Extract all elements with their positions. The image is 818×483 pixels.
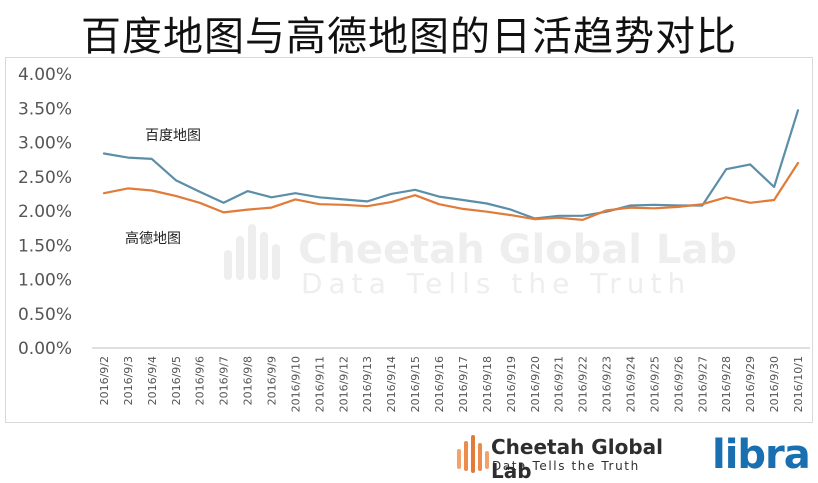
cheetah-logo-icon xyxy=(457,435,489,473)
x-tick-label: 2016/9/5 xyxy=(170,356,183,405)
x-tick-label: 2016/9/16 xyxy=(433,356,446,412)
x-tick-label: 2016/9/8 xyxy=(242,356,255,405)
x-tick-label: 2016/9/6 xyxy=(194,356,207,405)
y-tick-label: 1.00% xyxy=(18,271,72,291)
y-tick-label: 0.00% xyxy=(18,339,72,359)
footer-logo-bar-3 xyxy=(478,443,482,471)
x-tick-label: 2016/9/13 xyxy=(361,356,374,412)
series-line-1 xyxy=(102,161,800,221)
footer-brand-tagline: Data Tells the Truth xyxy=(492,459,640,473)
watermark-bar-4 xyxy=(272,244,280,280)
libra-logo: libra xyxy=(712,432,811,478)
footer-logo-bar-1 xyxy=(464,441,468,471)
x-tick-label: 2016/9/9 xyxy=(266,356,279,405)
x-tick-label: 2016/9/11 xyxy=(313,356,326,412)
watermark-bar-2 xyxy=(248,224,256,280)
x-tick-label: 2016/9/19 xyxy=(505,356,518,412)
y-tick-label: 4.00% xyxy=(18,65,72,85)
x-tick-label: 2016/9/17 xyxy=(457,356,470,412)
series-label-baidu: 百度地图 xyxy=(145,128,201,144)
x-tick-label: 2016/9/23 xyxy=(601,356,614,412)
cheetah-global-lab-logo: Cheetah Global Lab Data Tells the Truth xyxy=(455,433,705,483)
x-tick-label: 2016/9/4 xyxy=(146,356,159,405)
x-tick-label: 2016/9/14 xyxy=(385,356,398,412)
footer-logo-bar-4 xyxy=(485,451,489,469)
y-tick-label: 1.50% xyxy=(18,236,72,256)
y-axis: 0.00% 0.50% 1.00% 1.50% 2.00% 2.50% 3.00% 3.50%… xyxy=(18,65,72,359)
x-tick-label: 2016/9/22 xyxy=(577,356,590,412)
series-label-gaode: 高德地图 xyxy=(125,230,181,247)
watermark-logo-icon xyxy=(224,224,280,280)
series-line-0 xyxy=(102,109,800,220)
x-tick-label: 2016/9/30 xyxy=(768,356,781,412)
x-tick-label: 2016/9/2 xyxy=(98,356,111,405)
watermark: Cheetah Global Lab Data Tells the Truth xyxy=(224,224,737,300)
y-tick-label: 2.00% xyxy=(18,202,72,222)
y-tick-label: 0.50% xyxy=(18,305,72,325)
watermark-bar-0 xyxy=(224,250,232,280)
x-tick-label: 2016/9/27 xyxy=(696,356,709,412)
x-tick-label: 2016/9/29 xyxy=(744,356,757,412)
line-chart: Cheetah Global Lab Data Tells the Truth … xyxy=(18,65,810,412)
x-axis: 2016/9/2 2016/9/3 2016/9/4 2016/9/5 2016/9/6… xyxy=(98,356,805,412)
x-tick-label: 2016/9/15 xyxy=(409,356,422,412)
footer-logo-bar-2 xyxy=(471,435,475,473)
x-tick-label: 2016/9/28 xyxy=(720,356,733,412)
x-tick-label: 2016/9/25 xyxy=(648,356,661,412)
x-tick-label: 2016/9/21 xyxy=(553,356,566,412)
watermark-tagline: Data Tells the Truth xyxy=(301,267,691,300)
chart-title: 百度地图与高德地图的日活趋势对比 xyxy=(81,14,737,60)
chart-frame: Cheetah Global Lab Data Tells the Truth … xyxy=(5,57,813,423)
x-tick-label: 2016/10/1 xyxy=(792,356,805,412)
x-tick-label: 2016/9/20 xyxy=(529,356,542,412)
watermark-title: Cheetah Global Lab xyxy=(298,227,737,273)
y-tick-label: 3.00% xyxy=(18,134,72,154)
footer-brand-name: Cheetah Global Lab xyxy=(491,435,663,483)
x-tick-label: 2016/9/3 xyxy=(122,356,135,405)
footer-logo-bar-0 xyxy=(457,449,461,469)
x-tick-label: 2016/9/12 xyxy=(337,356,350,412)
x-tick-label: 2016/9/18 xyxy=(481,356,494,412)
watermark-bar-1 xyxy=(236,236,244,280)
x-tick-label: 2016/9/10 xyxy=(289,356,302,412)
x-tick-label: 2016/9/26 xyxy=(672,356,685,412)
x-tick-label: 2016/9/24 xyxy=(625,356,638,412)
y-tick-label: 3.50% xyxy=(18,99,72,119)
x-tick-label: 2016/9/7 xyxy=(218,356,231,405)
watermark-bar-3 xyxy=(260,232,268,280)
series-group xyxy=(102,109,800,221)
y-tick-label: 2.50% xyxy=(18,168,72,188)
